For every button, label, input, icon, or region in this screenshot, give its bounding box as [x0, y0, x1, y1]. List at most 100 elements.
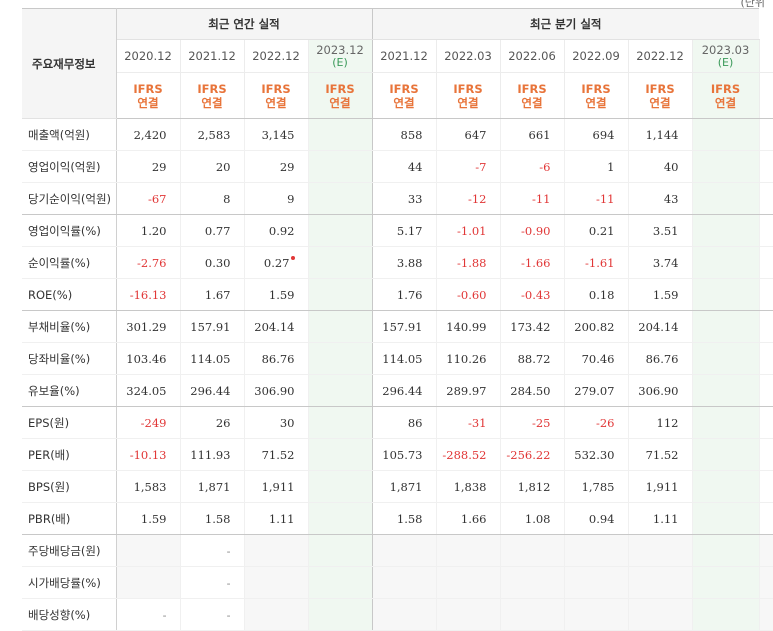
table-cell: 1.67	[179, 278, 244, 311]
table-cell	[371, 566, 436, 599]
table-cell: 1,838	[435, 470, 500, 503]
table-cell	[691, 502, 759, 535]
table-cell: 1.58	[179, 502, 244, 535]
table-cell	[563, 534, 628, 567]
consolidated-label: 연결	[201, 95, 223, 110]
row-label: 당기순이익(억원)	[22, 182, 117, 215]
row-label: 유보율(%)	[22, 374, 117, 407]
table-cell	[691, 470, 759, 503]
table-cell	[691, 342, 759, 375]
table-cell	[563, 598, 628, 631]
table-cell: 301.29	[115, 310, 180, 343]
period-header: 2020.12	[115, 39, 180, 73]
row-label: PER(배)	[22, 438, 117, 471]
ifrs-label: IFRS	[261, 81, 291, 96]
table-cell: 1,871	[371, 470, 436, 503]
row-label: BPS(원)	[22, 470, 117, 503]
ifrs-header: IFRS 연결	[179, 72, 244, 119]
table-cell	[307, 342, 372, 375]
table-cell	[691, 534, 759, 567]
table-cell	[307, 278, 372, 311]
header-spacer	[758, 39, 773, 73]
table-cell: -249	[115, 406, 180, 439]
table-cell-spacer	[758, 150, 773, 183]
table-cell: 1.59	[627, 278, 692, 311]
table-cell: 3,145	[243, 118, 308, 151]
table-cell: 112	[627, 406, 692, 439]
row-label: 매출액(억원)	[22, 118, 117, 151]
table-cell	[115, 534, 180, 567]
table-cell	[691, 118, 759, 151]
table-cell-spacer	[758, 118, 773, 151]
table-cell: -1.66	[499, 246, 564, 279]
consolidated-label: 연결	[714, 95, 737, 110]
ifrs-header: IFRS 연결	[115, 72, 180, 119]
consolidated-label: 연결	[265, 95, 287, 110]
table-cell: -1.61	[563, 246, 628, 279]
unit-label: (단위	[740, 0, 765, 9]
table-cell: 3.51	[627, 214, 692, 247]
table-cell: -11	[499, 182, 564, 215]
table-row: 당좌비율(%) 103.46 114.05 86.76 114.05 110.26 88.7…	[22, 342, 773, 375]
table-cell: 157.91	[371, 310, 436, 343]
table-cell: 86.76	[243, 342, 308, 375]
table-cell	[691, 566, 759, 599]
table-cell: 1,144	[627, 118, 692, 151]
table-cell: 30	[243, 406, 308, 439]
table-cell-spacer	[758, 534, 773, 567]
row-label: 시가배당률(%)	[22, 566, 117, 599]
ifrs-header: IFRS 연결	[243, 72, 308, 119]
table-cell-spacer	[758, 438, 773, 471]
table-cell	[691, 438, 759, 471]
row-label: 주당배당금(원)	[22, 534, 117, 567]
table-row: EPS(원) -249 26 30 86 -31 -25 -26 112	[22, 406, 773, 439]
change-marker-icon	[290, 255, 295, 260]
table-cell: -26	[563, 406, 628, 439]
table-cell: 88.72	[499, 342, 564, 375]
estimate-marker: (E)	[717, 56, 734, 69]
table-cell: -25	[499, 406, 564, 439]
table-cell	[691, 182, 759, 215]
table-cell: 1,911	[243, 470, 308, 503]
table-cell	[435, 566, 500, 599]
table-cell	[371, 534, 436, 567]
table-cell	[691, 310, 759, 343]
financial-summary-table: 주요재무정보 최근 연간 실적 최근 분기 실적 2020.12 2021.12 2…	[22, 8, 773, 631]
consolidated-label: 연결	[457, 95, 479, 110]
table-cell: 0.18	[563, 278, 628, 311]
table-cell-spacer	[758, 598, 773, 631]
table-cell-spacer	[758, 310, 773, 343]
consolidated-label: 연결	[137, 95, 159, 110]
table-cell: 858	[371, 118, 436, 151]
period-header: 2021.12	[371, 39, 436, 73]
table-cell: 0.92	[243, 214, 308, 247]
table-row: 시가배당률(%) -	[22, 566, 773, 599]
table-row: 순이익률(%) -2.76 0.30 0.27 3.88 -1.88 -1.66 -1.61 3…	[22, 246, 773, 279]
table-cell: 29	[243, 150, 308, 183]
table-cell: 694	[563, 118, 628, 151]
table-cell: -288.52	[435, 438, 500, 471]
table-row: ROE(%) -16.13 1.67 1.59 1.76 -0.60 -0.43 0.18 1.…	[22, 278, 773, 311]
row-label: 영업이익(억원)	[22, 150, 117, 183]
table-cell: 306.90	[243, 374, 308, 407]
table-cell: 44	[371, 150, 436, 183]
table-cell: 324.05	[115, 374, 180, 407]
table-cell: 2,420	[115, 118, 180, 151]
table-row: PER(배) -10.13 111.93 71.52 105.73 -288.52 -256…	[22, 438, 773, 471]
table-cell: 1,583	[115, 470, 180, 503]
table-cell	[115, 566, 180, 599]
table-cell	[307, 118, 372, 151]
table-cell	[691, 150, 759, 183]
table-cell: 3.88	[371, 246, 436, 279]
table-cell-spacer	[758, 374, 773, 407]
header-spacer	[758, 72, 773, 119]
table-cell: -2.76	[115, 246, 180, 279]
table-cell: 532.30	[563, 438, 628, 471]
table-cell	[627, 534, 692, 567]
consolidated-label: 연결	[393, 95, 415, 110]
table-cell: 86.76	[627, 342, 692, 375]
table-cell: 647	[435, 118, 500, 151]
table-cell	[307, 374, 372, 407]
ifrs-label: IFRS	[453, 81, 483, 96]
table-cell: -16.13	[115, 278, 180, 311]
